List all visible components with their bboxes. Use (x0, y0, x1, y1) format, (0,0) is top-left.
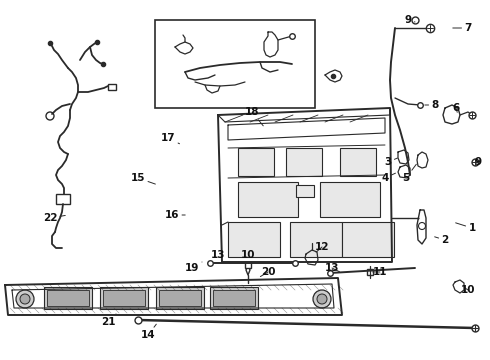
Text: 13: 13 (211, 250, 230, 263)
Bar (103, 290, 145, 306)
Text: 16: 16 (165, 210, 185, 220)
Circle shape (20, 294, 30, 304)
Bar (290, 222, 342, 257)
Text: 22: 22 (43, 213, 65, 223)
Bar (156, 287, 204, 309)
Bar (44, 287, 92, 309)
Circle shape (418, 222, 425, 230)
Bar (238, 148, 274, 176)
Bar (296, 185, 314, 197)
Text: 9: 9 (474, 157, 482, 167)
Circle shape (313, 290, 331, 308)
Text: 11: 11 (373, 267, 387, 277)
Bar (47, 290, 89, 306)
Bar (340, 148, 376, 176)
Text: 17: 17 (161, 133, 179, 144)
Text: 12: 12 (315, 242, 329, 252)
Bar (155, 20, 315, 108)
Text: 10: 10 (461, 285, 475, 295)
Bar (342, 222, 394, 257)
Bar (108, 84, 116, 90)
Text: 1: 1 (456, 223, 476, 233)
Bar (213, 290, 255, 306)
Text: 5: 5 (402, 164, 416, 183)
Text: 8: 8 (425, 100, 439, 110)
Text: 6: 6 (452, 103, 460, 113)
Text: 7: 7 (453, 23, 472, 33)
Text: 2: 2 (435, 235, 449, 245)
Text: 15: 15 (131, 173, 155, 184)
Text: 13: 13 (325, 263, 340, 273)
Text: 3: 3 (384, 157, 397, 167)
Bar (320, 182, 380, 217)
Bar (159, 290, 201, 306)
Text: 18: 18 (245, 107, 263, 126)
Text: 14: 14 (141, 324, 156, 340)
Circle shape (16, 290, 34, 308)
Text: 9: 9 (404, 15, 415, 25)
Bar (228, 222, 280, 257)
Text: 21: 21 (101, 314, 116, 327)
Bar (210, 287, 258, 309)
Text: 19: 19 (185, 262, 202, 273)
Bar (100, 287, 148, 309)
Bar (56, 194, 70, 204)
Text: 4: 4 (381, 173, 395, 183)
Text: 20: 20 (260, 267, 275, 277)
Text: 10: 10 (241, 250, 255, 263)
Bar (286, 148, 322, 176)
Bar (238, 182, 298, 217)
Circle shape (317, 294, 327, 304)
